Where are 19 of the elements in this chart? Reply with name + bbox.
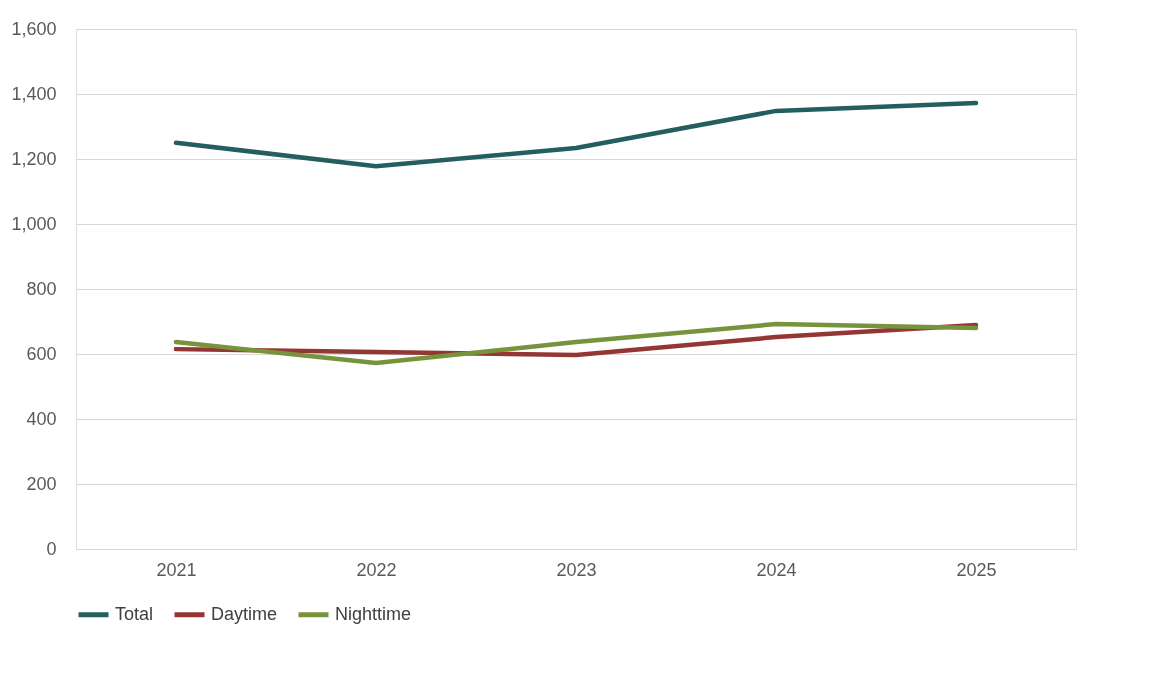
line-series (173, 100, 979, 169)
y-tick-label: 600 (26, 343, 57, 364)
y-tick-label: 1,600 (11, 18, 57, 39)
x-tick-label: 2023 (556, 559, 597, 580)
y-tick-label: 800 (26, 278, 57, 299)
legend-label: Daytime (211, 603, 278, 624)
legend-label: Nighttime (335, 603, 412, 624)
y-tick-label: 1,000 (11, 213, 57, 234)
y-tick-label: 200 (26, 473, 57, 494)
y-tick-label: 0 (46, 538, 57, 559)
legend-label: Total (115, 603, 154, 624)
y-tick-label: 1,200 (11, 148, 57, 169)
y-tick-label: 1,400 (11, 83, 57, 104)
x-tick-label: 2024 (756, 559, 797, 580)
x-tick-label: 2021 (156, 559, 197, 580)
x-tick-label: 2022 (356, 559, 397, 580)
line-series (173, 321, 979, 366)
x-tick-label: 2025 (956, 559, 997, 580)
y-tick-label: 400 (26, 408, 57, 429)
